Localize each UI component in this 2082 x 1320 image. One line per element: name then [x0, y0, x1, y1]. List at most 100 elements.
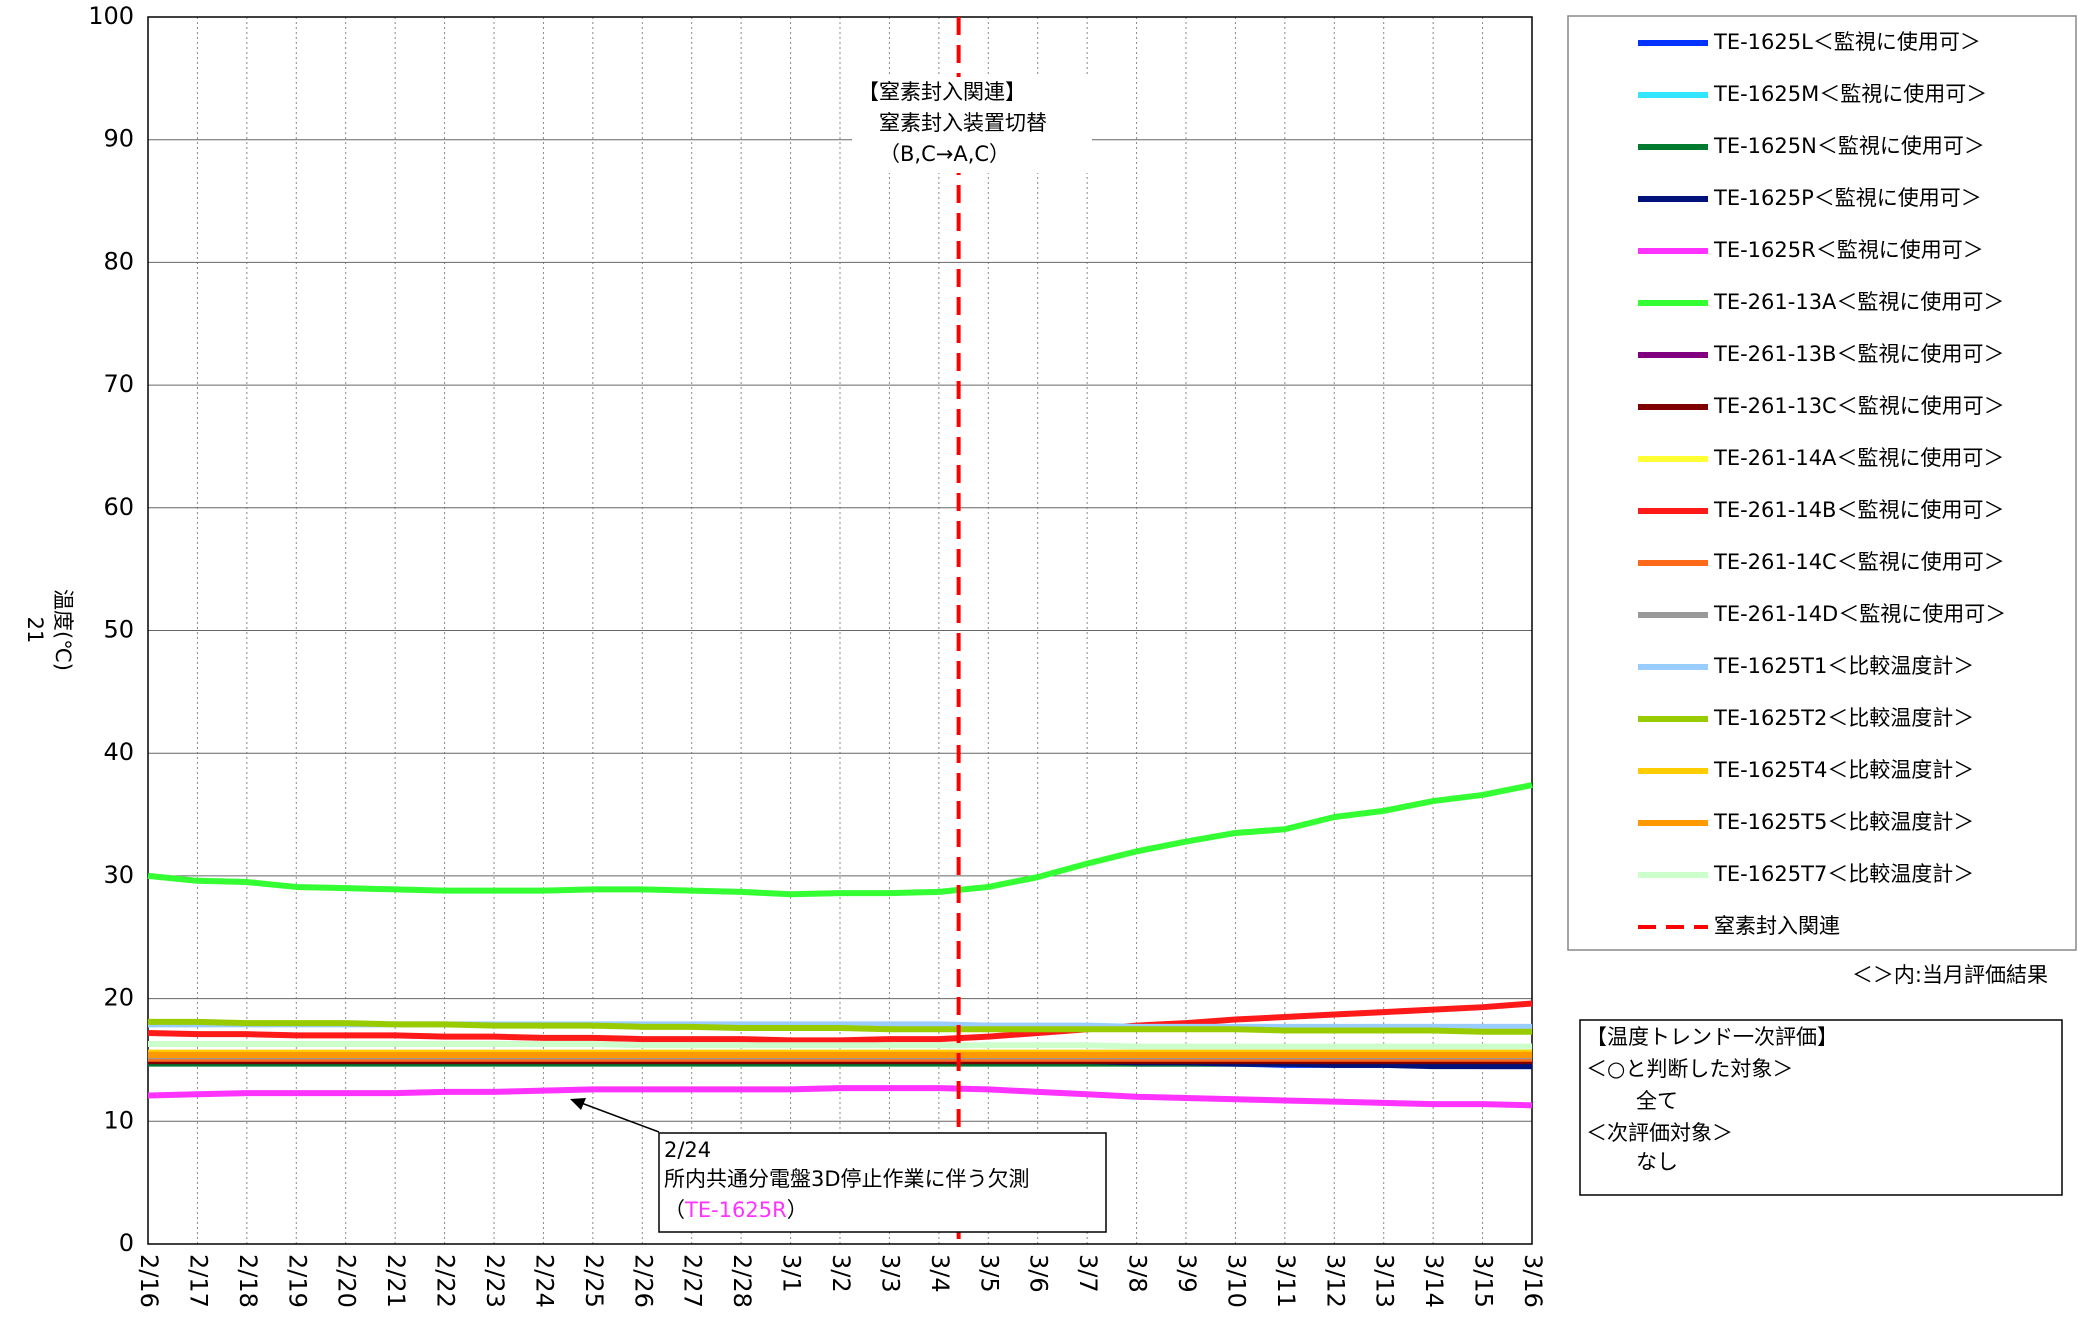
x-tick-group: 2/17	[184, 1254, 212, 1308]
x-tick-group: 3/4	[926, 1254, 954, 1293]
annotation-text: 所内共通分電盤3D停止作業に伴う欠測	[664, 1167, 1030, 1191]
legend-label: TE-261-14A＜監視に使用可＞	[1713, 446, 2004, 470]
x-tick-group: 3/9	[1173, 1254, 1201, 1293]
x-tick-group: 3/2	[827, 1254, 855, 1293]
evaluation-title: 【温度トレンド一次評価】	[1586, 1025, 1838, 1049]
evaluation-header: ＜○と判断した対象＞	[1586, 1057, 1793, 1081]
legend-label: TE-261-13B＜監視に使用可＞	[1713, 342, 2004, 366]
legend-label: TE-1625N＜監視に使用可＞	[1713, 134, 1985, 158]
x-tick-label: 2/17	[184, 1254, 212, 1308]
x-tick-group: 3/5	[975, 1254, 1003, 1293]
evaluation-box	[1579, 1019, 2063, 1196]
legend-note: ＜＞内:当月評価結果	[1852, 963, 2048, 987]
y-tick-label: 40	[103, 738, 134, 766]
series-line	[148, 1041, 1532, 1050]
legend-label: TE-1625R＜監視に使用可＞	[1713, 238, 1984, 262]
x-tick-group: 2/22	[432, 1254, 460, 1308]
series-line	[147, 1085, 1533, 1109]
annotation-text: （TE-1625R）	[664, 1198, 808, 1222]
annotation-text: 2/24	[664, 1138, 711, 1162]
legend-label: TE-1625T7＜比較温度計＞	[1713, 862, 1974, 886]
legend-label: 窒素封入関連	[1714, 914, 1840, 938]
x-tick-group: 3/12	[1321, 1254, 1349, 1308]
arrow-head	[570, 1098, 586, 1110]
legend-label: TE-1625T1＜比較温度計＞	[1713, 654, 1974, 678]
x-tick-group: 3/16	[1519, 1254, 1547, 1308]
y-tick-label: 90	[103, 125, 134, 153]
y-tick-label: 60	[103, 493, 134, 521]
y-label-group: 温度(℃)	[51, 589, 75, 671]
x-tick-label: 2/24	[530, 1254, 558, 1308]
x-tick-group: 3/10	[1222, 1254, 1250, 1308]
series-line	[147, 782, 1533, 898]
x-tick-label: 2/28	[728, 1254, 756, 1308]
y-tick-label: 10	[103, 1106, 134, 1134]
annotation-text: （B,C→A,C）	[879, 142, 1010, 166]
x-tick-group: 2/18	[234, 1254, 262, 1308]
x-tick-label: 3/12	[1321, 1254, 1349, 1308]
legend-label: TE-261-13A＜監視に使用可＞	[1713, 290, 2004, 314]
legend-box	[1567, 15, 2077, 951]
x-tick-group: 2/26	[629, 1254, 657, 1308]
y-tick-label: 20	[103, 984, 134, 1012]
x-tick-label: 2/16	[135, 1254, 163, 1308]
x-tick-group: 2/24	[530, 1254, 558, 1308]
legend-label: TE-1625T2＜比較温度計＞	[1713, 706, 1974, 730]
x-tick-label: 2/20	[333, 1254, 361, 1308]
y-tick-label: 30	[103, 861, 134, 889]
x-tick-label: 3/16	[1519, 1254, 1547, 1308]
x-tick-group: 3/13	[1371, 1254, 1399, 1308]
evaluation-item: 全て	[1636, 1089, 1678, 1113]
x-tick-group: 3/8	[1124, 1254, 1152, 1293]
x-tick-group: 2/21	[382, 1254, 410, 1308]
y-tick-label: 50	[103, 616, 134, 644]
x-tick-label: 3/6	[1025, 1254, 1053, 1293]
y-tick-label: 80	[103, 247, 134, 275]
x-tick-label: 3/7	[1074, 1254, 1102, 1293]
x-tick-label: 3/1	[778, 1254, 806, 1293]
x-tick-label: 3/8	[1124, 1254, 1152, 1293]
x-tick-group: 2/27	[679, 1254, 707, 1308]
x-tick-label: 2/27	[679, 1254, 707, 1308]
y-tick-label: 100	[88, 2, 134, 30]
x-tick-group: 3/7	[1074, 1254, 1102, 1293]
legend-label: TE-1625P＜監視に使用可＞	[1713, 186, 1982, 210]
x-tick-label: 2/18	[234, 1254, 262, 1308]
x-tick-label: 2/26	[629, 1254, 657, 1308]
legend-label: TE-261-14B＜監視に使用可＞	[1713, 498, 2004, 522]
x-tick-label: 3/13	[1371, 1254, 1399, 1308]
x-tick-label: 2/23	[481, 1254, 509, 1308]
x-tick-label: 2/22	[432, 1254, 460, 1308]
annotation-span: TE-1625R	[684, 1198, 787, 1222]
evaluation-header: ＜次評価対象＞	[1586, 1121, 1733, 1145]
x-tick-label: 3/2	[827, 1254, 855, 1293]
x-tick-label: 2/19	[283, 1254, 311, 1308]
x-tick-group: 3/1	[778, 1254, 806, 1293]
x-tick-group: 2/20	[333, 1254, 361, 1308]
legend-label: TE-1625M＜監視に使用可＞	[1713, 82, 1987, 106]
evaluation-item: なし	[1636, 1150, 1678, 1174]
y-tick-label: 0	[119, 1229, 134, 1257]
x-tick-label: 3/10	[1222, 1254, 1250, 1308]
annotation-text: 【窒素封入関連】	[858, 80, 1026, 104]
x-tick-label: 2/25	[580, 1254, 608, 1308]
x-tick-label: 3/9	[1173, 1254, 1201, 1293]
x-tick-group: 2/16	[135, 1254, 163, 1308]
annotation-arrow	[575, 1100, 660, 1133]
plot-border	[147, 16, 1533, 1245]
y-label-group: 21	[23, 617, 47, 644]
series-line	[148, 1018, 1532, 1035]
page-number: 21	[23, 617, 47, 644]
legend-label: TE-261-13C＜監視に使用可＞	[1713, 394, 2005, 418]
x-tick-label: 3/15	[1470, 1254, 1498, 1308]
annotation-box	[658, 1132, 1107, 1233]
x-tick-group: 3/3	[876, 1254, 904, 1293]
x-tick-group: 3/14	[1420, 1254, 1448, 1308]
legend-label: TE-261-14D＜監視に使用可＞	[1713, 602, 2006, 626]
x-tick-group: 2/19	[283, 1254, 311, 1308]
x-tick-label: 3/14	[1420, 1254, 1448, 1308]
x-tick-group: 2/23	[481, 1254, 509, 1308]
legend-label: TE-1625L＜監視に使用可＞	[1713, 30, 1981, 54]
x-tick-group: 2/25	[580, 1254, 608, 1308]
